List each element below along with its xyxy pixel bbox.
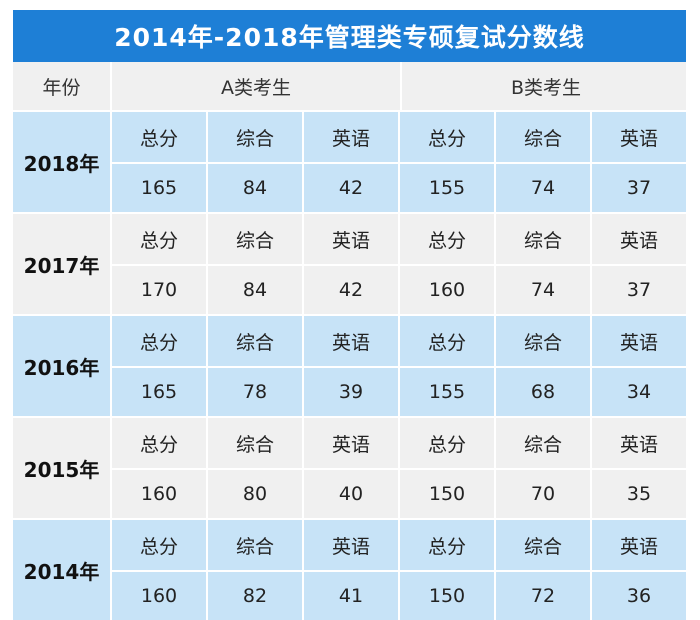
score-value-cell: 160 — [110, 468, 206, 518]
subject-label-cell: 综合 — [494, 214, 590, 264]
score-value-cell: 82 — [206, 570, 302, 620]
subject-label-cell: 总分 — [398, 214, 494, 264]
score-value-cell: 84 — [206, 162, 302, 212]
score-value-cell: 40 — [302, 468, 398, 518]
year-cell: 2015年 — [23, 457, 100, 482]
score-value-cell: 84 — [206, 264, 302, 314]
year-cell: 2016年 — [23, 355, 100, 380]
subject-label-cell: 综合 — [206, 316, 302, 366]
subject-label-cell: 综合 — [206, 418, 302, 468]
score-value-cell: 37 — [590, 162, 686, 212]
subject-label-cell: 综合 — [494, 418, 590, 468]
subject-label-cell: 英语 — [302, 112, 398, 162]
subject-label-cell: 英语 — [590, 520, 686, 570]
score-cells: 总分 综合 英语 总分 综合 英语 165 84 42 155 74 37 — [110, 112, 686, 212]
score-value-cell: 42 — [302, 162, 398, 212]
group-a-header: A类考生 — [110, 62, 400, 110]
score-value-cell: 150 — [398, 468, 494, 518]
subject-label-cell: 英语 — [590, 214, 686, 264]
group-b-header: B类考生 — [400, 62, 690, 110]
table-body: 2018年 总分 综合 英语 总分 综合 英语 165 84 42 155 74 37 2017年 总分 综合… — [13, 110, 686, 620]
score-value-cell: 35 — [590, 468, 686, 518]
year-block: 2018年 总分 综合 英语 总分 综合 英语 165 84 42 155 74 37 — [13, 110, 686, 212]
score-value-cell: 80 — [206, 468, 302, 518]
year-block: 2016年 总分 综合 英语 总分 综合 英语 165 78 39 155 68 34 — [13, 314, 686, 416]
subject-label-cell: 总分 — [110, 418, 206, 468]
subject-label-cell: 综合 — [206, 214, 302, 264]
subject-label-cell: 英语 — [302, 214, 398, 264]
year-cell: 2017年 — [23, 253, 100, 278]
subject-label-cell: 总分 — [110, 520, 206, 570]
score-value-cell: 150 — [398, 570, 494, 620]
year-cell: 2014年 — [23, 559, 100, 584]
year-header: 年份 — [42, 76, 81, 99]
score-value-cell: 155 — [398, 162, 494, 212]
score-value-cell: 160 — [398, 264, 494, 314]
subject-label-cell: 英语 — [302, 520, 398, 570]
subject-label-cell: 综合 — [494, 112, 590, 162]
score-cells: 总分 综合 英语 总分 综合 英语 160 80 40 150 70 35 — [110, 418, 686, 518]
subject-label-cell: 英语 — [590, 418, 686, 468]
score-value-cell: 78 — [206, 366, 302, 416]
subject-label-cell: 总分 — [398, 520, 494, 570]
score-value-cell: 42 — [302, 264, 398, 314]
year-block: 2015年 总分 综合 英语 总分 综合 英语 160 80 40 150 70 35 — [13, 416, 686, 518]
subject-label-cell: 总分 — [398, 316, 494, 366]
score-value-cell: 155 — [398, 366, 494, 416]
score-value-cell: 72 — [494, 570, 590, 620]
score-value-cell: 68 — [494, 366, 590, 416]
score-value-cell: 37 — [590, 264, 686, 314]
score-table: 2014年-2018年管理类专硕复试分数线 年份 A类考生 B类考生 2018年… — [13, 10, 686, 620]
subject-label-cell: 综合 — [206, 520, 302, 570]
subject-label-cell: 英语 — [590, 112, 686, 162]
score-value-cell: 70 — [494, 468, 590, 518]
subject-label-cell: 英语 — [590, 316, 686, 366]
header-row: 年份 A类考生 B类考生 — [13, 62, 686, 110]
table-title: 2014年-2018年管理类专硕复试分数线 — [13, 10, 686, 62]
score-cells: 总分 综合 英语 总分 综合 英语 160 82 41 150 72 36 — [110, 520, 686, 620]
score-value-cell: 160 — [110, 570, 206, 620]
score-value-cell: 39 — [302, 366, 398, 416]
subject-label-cell: 总分 — [398, 112, 494, 162]
score-value-cell: 74 — [494, 264, 590, 314]
subject-label-cell: 英语 — [302, 418, 398, 468]
score-value-cell: 74 — [494, 162, 590, 212]
year-block: 2017年 总分 综合 英语 总分 综合 英语 170 84 42 160 74 37 — [13, 212, 686, 314]
score-value-cell: 34 — [590, 366, 686, 416]
score-value-cell: 165 — [110, 366, 206, 416]
subject-label-cell: 综合 — [494, 316, 590, 366]
subject-label-cell: 综合 — [494, 520, 590, 570]
score-cells: 总分 综合 英语 总分 综合 英语 165 78 39 155 68 34 — [110, 316, 686, 416]
year-cell: 2018年 — [23, 151, 100, 176]
score-value-cell: 36 — [590, 570, 686, 620]
score-value-cell: 170 — [110, 264, 206, 314]
subject-label-cell: 综合 — [206, 112, 302, 162]
score-value-cell: 165 — [110, 162, 206, 212]
subject-label-cell: 总分 — [110, 112, 206, 162]
score-value-cell: 41 — [302, 570, 398, 620]
subject-label-cell: 总分 — [398, 418, 494, 468]
score-cells: 总分 综合 英语 总分 综合 英语 170 84 42 160 74 37 — [110, 214, 686, 314]
subject-label-cell: 英语 — [302, 316, 398, 366]
year-block: 2014年 总分 综合 英语 总分 综合 英语 160 82 41 150 72 36 — [13, 518, 686, 620]
subject-label-cell: 总分 — [110, 214, 206, 264]
subject-label-cell: 总分 — [110, 316, 206, 366]
